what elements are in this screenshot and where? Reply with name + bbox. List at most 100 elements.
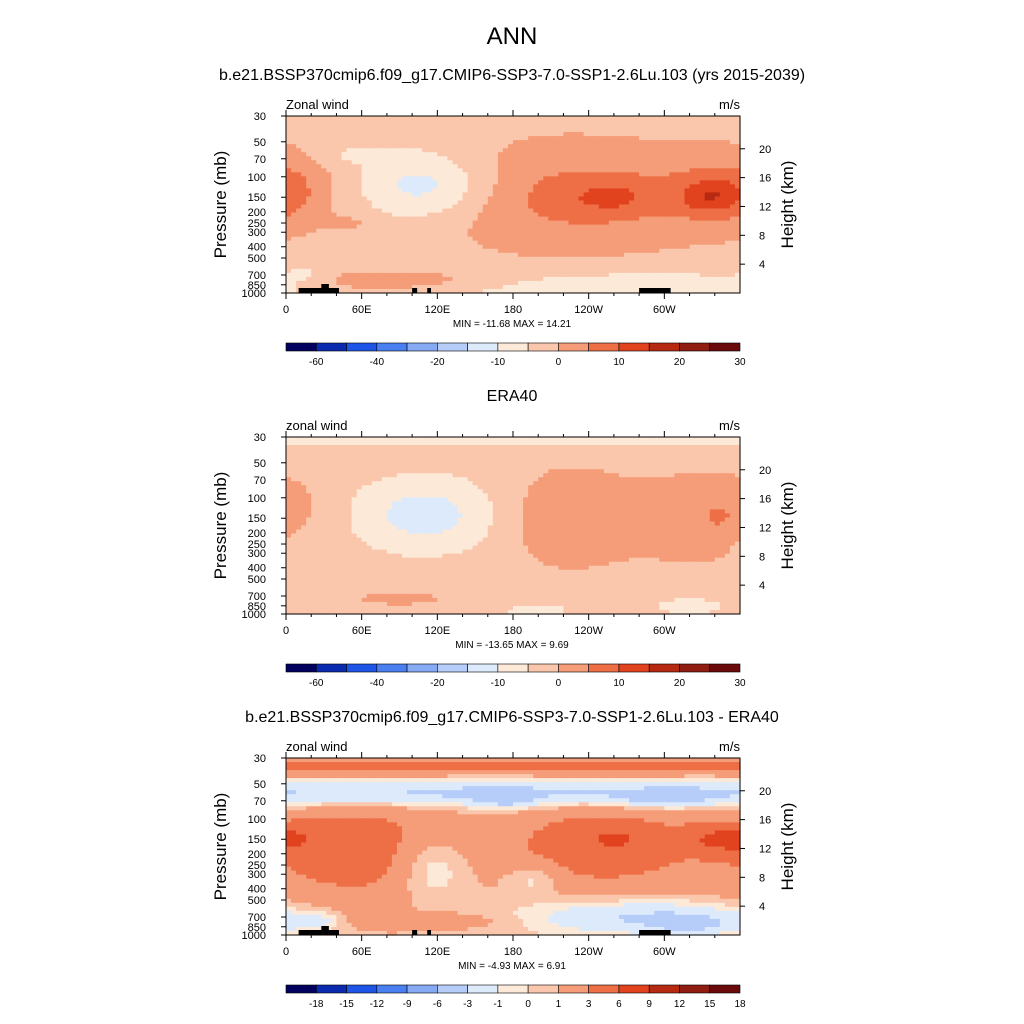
field-cell bbox=[381, 184, 388, 190]
field-cell bbox=[407, 120, 413, 125]
field-cell bbox=[553, 457, 559, 462]
field-cell bbox=[613, 184, 620, 190]
field-cell bbox=[296, 160, 302, 165]
field-cell bbox=[558, 192, 565, 198]
field-cell bbox=[386, 268, 393, 274]
field-cell bbox=[286, 445, 292, 450]
field-cell bbox=[664, 148, 670, 153]
field-cell bbox=[376, 192, 383, 198]
field-cell bbox=[634, 192, 640, 198]
field-cell bbox=[502, 228, 509, 234]
field-cell bbox=[724, 461, 731, 466]
field-cell bbox=[366, 164, 373, 169]
field-cell bbox=[452, 212, 459, 218]
field-cell bbox=[558, 124, 565, 129]
field-cell bbox=[518, 176, 524, 181]
field-cell bbox=[487, 461, 494, 466]
field-cell bbox=[659, 120, 665, 125]
field-cell bbox=[391, 276, 398, 282]
field-cell bbox=[729, 124, 736, 129]
field-cell bbox=[502, 188, 509, 194]
field-cell bbox=[442, 208, 449, 214]
field-cell bbox=[553, 208, 559, 214]
field-cell bbox=[684, 208, 691, 214]
field-cell bbox=[588, 188, 595, 194]
field-cell bbox=[432, 176, 438, 181]
field-cell bbox=[709, 264, 716, 270]
field-cell bbox=[528, 172, 534, 177]
field-cell bbox=[558, 437, 565, 442]
field-cell bbox=[649, 176, 655, 181]
field-cell bbox=[659, 192, 665, 198]
field-cell bbox=[497, 252, 504, 258]
field-cell bbox=[346, 208, 353, 214]
field-cell bbox=[598, 212, 605, 218]
field-cell bbox=[709, 184, 716, 190]
field-cell bbox=[588, 216, 595, 222]
field-cell bbox=[447, 276, 454, 282]
field-cell bbox=[543, 156, 549, 161]
field-cell bbox=[296, 156, 302, 161]
field-cell bbox=[573, 168, 580, 173]
field-cell bbox=[548, 236, 554, 242]
field-cell bbox=[381, 268, 388, 274]
field-cell bbox=[311, 156, 317, 161]
field-cell bbox=[427, 252, 433, 258]
field-cell bbox=[689, 236, 696, 242]
field-cell bbox=[402, 128, 408, 133]
field-cell bbox=[402, 216, 408, 222]
field-cell bbox=[518, 284, 524, 290]
field-cell bbox=[664, 473, 670, 478]
field-cell bbox=[518, 164, 524, 169]
field-cell bbox=[608, 469, 615, 474]
field-cell bbox=[568, 196, 575, 202]
field-cell bbox=[376, 445, 383, 450]
field-cell bbox=[336, 477, 343, 482]
field-cell bbox=[412, 228, 418, 234]
field-cell bbox=[371, 172, 378, 177]
field-cell bbox=[447, 132, 454, 137]
field-cell bbox=[427, 120, 433, 125]
field-cell bbox=[634, 136, 640, 141]
field-cell bbox=[578, 180, 585, 185]
field-cell bbox=[487, 469, 494, 474]
field-cell bbox=[613, 200, 620, 206]
field-cell bbox=[583, 252, 590, 258]
field-cell bbox=[341, 461, 348, 466]
field-cell bbox=[719, 236, 726, 242]
field-cell bbox=[346, 284, 353, 290]
field-cell bbox=[699, 232, 706, 238]
field-cell bbox=[649, 172, 655, 177]
field-cell bbox=[543, 457, 549, 462]
field-cell bbox=[467, 128, 474, 133]
field-cell bbox=[497, 441, 504, 446]
field-cell bbox=[306, 256, 312, 262]
field-cell bbox=[407, 196, 413, 202]
field-cell bbox=[563, 268, 570, 274]
field-cell bbox=[729, 164, 736, 169]
field-cell bbox=[336, 216, 343, 222]
field-cell bbox=[442, 184, 449, 190]
field-cell bbox=[291, 120, 297, 125]
field-cell bbox=[563, 276, 570, 282]
field-cell bbox=[518, 144, 524, 149]
field-cell bbox=[447, 288, 454, 294]
field-cell bbox=[412, 264, 418, 270]
field-cell bbox=[674, 244, 681, 250]
field-cell bbox=[578, 469, 585, 474]
field-cell bbox=[412, 208, 418, 214]
field-cell bbox=[593, 128, 600, 133]
field-cell bbox=[659, 124, 665, 129]
field-cell bbox=[301, 128, 307, 133]
field-cell bbox=[432, 461, 438, 466]
field-cell bbox=[336, 132, 343, 137]
field-cell bbox=[704, 284, 711, 290]
field-cell bbox=[674, 160, 681, 165]
field-cell bbox=[734, 136, 741, 141]
field-cell bbox=[709, 280, 716, 286]
field-cell bbox=[639, 441, 645, 446]
field-cell bbox=[462, 240, 469, 246]
field-cell bbox=[482, 224, 489, 230]
field-cell bbox=[583, 244, 590, 250]
field-cell bbox=[321, 144, 327, 149]
